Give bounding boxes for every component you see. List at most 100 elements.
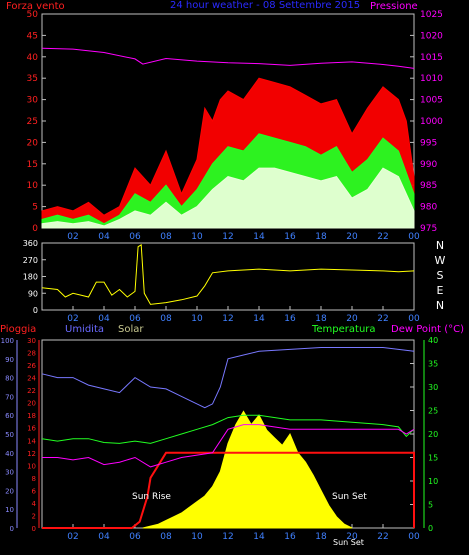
y-right-tick-label: 1000: [420, 117, 443, 127]
series-area-solar: [142, 410, 353, 529]
y-direction-tick-label: 360: [23, 239, 38, 248]
series-line-dew-point: [42, 424, 415, 468]
x-tick-label: 12: [222, 232, 233, 242]
y-right-tick-label: 975: [420, 224, 437, 234]
y-left-tick-label: 30: [27, 96, 39, 106]
x-tick-label: 18: [315, 232, 327, 242]
panel-direction-frame: [41, 242, 415, 311]
y-temp-tick-label: 30: [428, 383, 438, 392]
x-tick-label: 16: [284, 532, 296, 542]
y-humidity-tick-label: 30: [5, 469, 14, 477]
x-tick-label: 18: [315, 314, 327, 324]
y-temp-tick-label: 10: [428, 477, 438, 486]
y-right-tick-label: 995: [420, 138, 437, 148]
x-tick-label: 16: [284, 314, 296, 324]
y-left-tick-label: 50: [27, 10, 39, 20]
x-tick-label: 02: [67, 532, 78, 542]
y-left-tick-label: 35: [27, 74, 38, 84]
y-humidity-tick-label: 50: [5, 431, 14, 439]
wind-axis-label: Forza vento: [6, 1, 65, 12]
y-humidity-tick-label: 0: [10, 525, 14, 533]
dewpoint-axis-label: Dew Point (°C): [391, 324, 464, 335]
y-right-tick-label: 985: [420, 181, 437, 191]
x-tick-label: 08: [160, 532, 172, 542]
y-humidity-tick-label: 60: [5, 412, 14, 420]
series-line-umidita: [41, 347, 415, 409]
y-left-tick-label: 10: [27, 181, 39, 191]
sunset-small-annotation: Sun Set: [333, 538, 364, 547]
x-tick-label: 04: [98, 532, 110, 542]
y-rain-tick-label: 16: [27, 425, 36, 433]
x-tick-label: 10: [191, 232, 203, 242]
y-temp-tick-label: 0: [428, 524, 433, 533]
y-temp-tick-label: 35: [428, 360, 438, 369]
y-temp-tick-label: 25: [428, 407, 438, 416]
y-rain-tick-label: 28: [27, 350, 36, 358]
x-tick-label: 10: [191, 532, 203, 542]
series-line-pioggia: [42, 451, 415, 529]
x-tick-label: 04: [98, 314, 110, 324]
y-rain-tick-label: 10: [27, 462, 36, 470]
series-line-temperatura: [41, 414, 415, 444]
compass-label: E: [437, 284, 444, 297]
x-tick-label: 18: [315, 532, 327, 542]
x-tick-label: 14: [253, 232, 265, 242]
y-rain-tick-label: 30: [27, 337, 36, 345]
pressure-axis-label: Pressione: [370, 1, 418, 12]
y-humidity-tick-label: 100: [1, 337, 14, 345]
y-rain-tick-label: 14: [27, 437, 36, 445]
x-tick-label: 20: [346, 532, 358, 542]
x-tick-label: 22: [377, 532, 388, 542]
y-right-tick-label: 980: [420, 203, 437, 213]
x-tick-label: 22: [377, 314, 388, 324]
y-left-tick-label: 45: [27, 31, 38, 41]
y-right-tick-label: 1010: [420, 74, 443, 84]
y-humidity-tick-label: 20: [5, 487, 14, 495]
y-right-tick-label: 1005: [420, 96, 443, 106]
x-tick-label: 06: [129, 232, 141, 242]
series-line-direction: [41, 244, 415, 305]
x-tick-label: 20: [346, 232, 358, 242]
y-rain-tick-label: 20: [27, 400, 36, 408]
y-humidity-tick-label: 80: [5, 375, 14, 383]
x-tick-label: 00: [408, 532, 420, 542]
rain-axis-label: Pioggia: [0, 324, 36, 335]
y-temp-tick-label: 40: [428, 336, 438, 345]
compass-label: N: [436, 299, 444, 312]
humidity-axis-label: Umidita: [65, 324, 104, 335]
y-right-tick-label: 990: [420, 160, 437, 170]
x-tick-label: 02: [67, 232, 78, 242]
x-tick-label: 06: [129, 532, 141, 542]
x-tick-label: 14: [253, 314, 265, 324]
x-tick-label: 00: [408, 232, 420, 242]
x-tick-label: 12: [222, 532, 233, 542]
y-right-tick-label: 1015: [420, 53, 443, 63]
y-rain-tick-label: 26: [27, 362, 36, 370]
x-tick-label: 14: [253, 532, 265, 542]
solar-axis-label: Solar: [118, 324, 144, 335]
x-tick-label: 10: [191, 314, 203, 324]
x-tick-label: 08: [160, 314, 172, 324]
y-rain-tick-label: 0: [32, 525, 36, 533]
x-tick-label: 22: [377, 232, 388, 242]
x-tick-label: 20: [346, 314, 358, 324]
series-area-wind: [41, 167, 415, 229]
y-temp-tick-label: 5: [428, 501, 433, 510]
sunrise-annotation: Sun Rise: [132, 492, 171, 502]
y-rain-tick-label: 12: [27, 450, 36, 458]
temperature-axis-label: Temperatura: [311, 324, 376, 335]
y-temp-tick-label: 15: [428, 454, 438, 463]
series-line-pressure: [41, 47, 415, 69]
y-right-tick-label: 1025: [420, 10, 443, 20]
y-left-tick-label: 20: [27, 138, 39, 148]
x-tick-label: 04: [98, 232, 110, 242]
y-left-tick-label: 0: [32, 224, 38, 234]
y-rain-tick-label: 4: [32, 500, 37, 508]
sunset-annotation: Sun Set: [332, 492, 367, 502]
y-direction-tick-label: 270: [23, 256, 38, 265]
x-tick-label: 06: [129, 314, 141, 324]
chart-title: 24 hour weather - 08 Settembre 2015: [170, 0, 360, 11]
y-rain-tick-label: 22: [27, 387, 36, 395]
y-humidity-tick-label: 10: [5, 506, 14, 514]
